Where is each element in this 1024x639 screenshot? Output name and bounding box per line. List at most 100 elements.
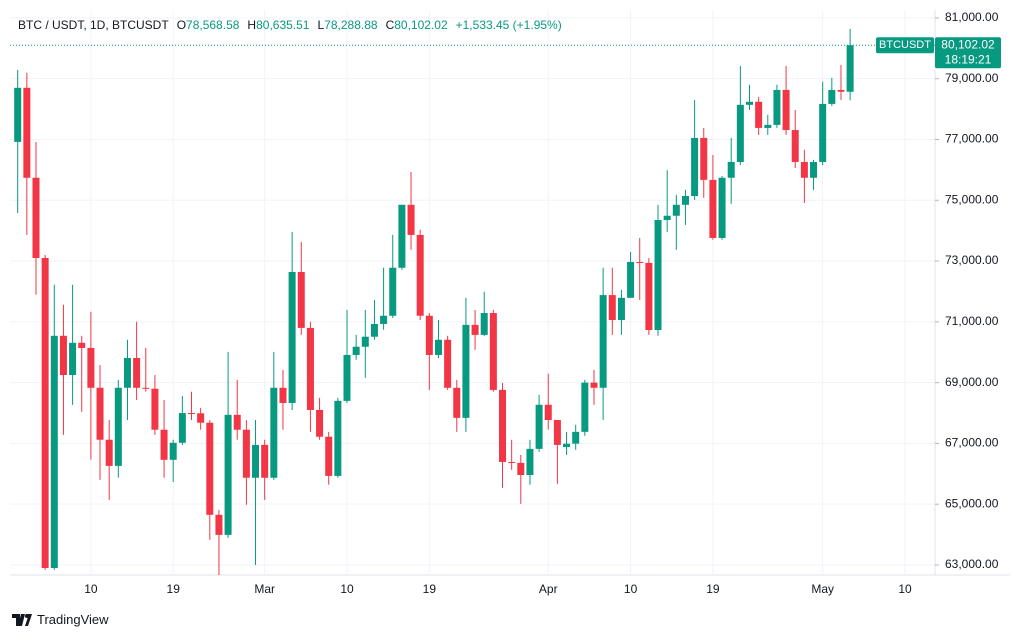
- brand: TradingView: [37, 612, 109, 627]
- x-tick-label: 10: [624, 582, 638, 596]
- candle-body: [782, 89, 790, 131]
- candle-body: [306, 327, 314, 410]
- candle-body: [416, 234, 424, 316]
- legend-header: BTC / USDT, 1D, BTCUSDT O78,568.58 H80,6…: [18, 18, 562, 32]
- value: 80,635.51: [256, 18, 310, 32]
- y-tick-label: 69,000.00: [945, 375, 999, 389]
- candle-body: [517, 462, 525, 476]
- candle-body: [837, 89, 845, 92]
- value: 78,568.58: [186, 18, 240, 32]
- candle-body: [270, 387, 278, 478]
- candle-body: [123, 357, 131, 388]
- candle-body: [188, 413, 196, 415]
- candle-body: [151, 388, 159, 430]
- candle-body: [114, 387, 122, 466]
- y-tick-label: 71,000.00: [945, 314, 999, 328]
- candle-body: [434, 339, 442, 355]
- change: +1,533.45 (+1.95%): [455, 18, 562, 32]
- x-tick-label: 10: [340, 582, 354, 596]
- candle-body: [572, 431, 580, 444]
- candle-body: [407, 204, 415, 235]
- y-tick-label: 67,000.00: [945, 436, 999, 450]
- x-tick-label: 19: [706, 582, 720, 596]
- candle-body: [288, 271, 296, 403]
- candle-body: [297, 271, 305, 328]
- candle-body: [261, 444, 269, 478]
- label: H: [247, 18, 257, 32]
- symbol-tag: BTCUSDT: [879, 39, 931, 51]
- y-tick-label: 75,000.00: [945, 192, 999, 206]
- y-tick-label: 65,000.00: [945, 496, 999, 510]
- candle-body: [370, 323, 378, 337]
- candle-body: [178, 413, 186, 443]
- countdown: 18:19:21: [945, 52, 992, 66]
- ohlc-low: L78,288.88: [317, 18, 377, 32]
- candle-body: [590, 382, 598, 388]
- x-tick-label: 19: [167, 582, 181, 596]
- candle-body: [160, 429, 168, 460]
- logo: [12, 613, 32, 626]
- candle-body: [581, 382, 589, 432]
- candle-body: [352, 346, 360, 355]
- candle-body: [718, 177, 726, 238]
- candle-body: [663, 215, 671, 221]
- candle-body: [50, 335, 58, 569]
- candle-body: [819, 103, 827, 162]
- candle-body: [444, 339, 452, 388]
- label: O: [176, 18, 187, 32]
- candle-body: [791, 130, 799, 162]
- candle-body: [462, 324, 470, 418]
- candle-body: [526, 448, 534, 476]
- candle-body: [32, 177, 40, 259]
- candle-body: [800, 161, 808, 178]
- candle-body: [471, 324, 479, 335]
- candle-body: [709, 179, 717, 238]
- candle-body: [142, 387, 150, 389]
- candle-body: [846, 45, 854, 92]
- x-tick-label: 10: [84, 582, 98, 596]
- candle-body: [343, 354, 351, 401]
- ohlc-open: O78,568.58: [177, 18, 240, 32]
- candle-body: [78, 342, 86, 348]
- candle-body: [215, 514, 223, 535]
- candle-body: [398, 204, 406, 268]
- candle-body: [489, 313, 497, 390]
- candle-body: [608, 295, 616, 321]
- candle-body: [499, 389, 507, 462]
- candle-body: [316, 409, 324, 437]
- candle-body: [553, 419, 561, 445]
- candle-body: [325, 436, 333, 476]
- candle-body: [233, 414, 241, 430]
- y-tick-label: 79,000.00: [945, 71, 999, 85]
- candle-body: [736, 104, 744, 162]
- price-tag: 80,102.02: [941, 37, 995, 51]
- candle-body: [224, 414, 232, 535]
- x-tick-label: 19: [423, 582, 437, 596]
- candle-body: [636, 261, 644, 263]
- footer: TradingView: [12, 612, 109, 627]
- symbol-tag-bg: [876, 37, 934, 54]
- candle-body: [197, 413, 205, 423]
- candle-body: [96, 387, 104, 440]
- candle-body: [627, 261, 635, 298]
- ohlc-close: C80,102.02: [386, 18, 448, 32]
- candle-body: [133, 357, 141, 388]
- label: C: [385, 18, 395, 32]
- candle-body: [389, 267, 397, 316]
- candle-body: [563, 443, 571, 448]
- candle-body: [169, 442, 177, 460]
- candle-body: [810, 161, 818, 178]
- candle-body: [380, 315, 388, 324]
- candle-body: [645, 262, 653, 331]
- y-tick-label: 77,000.00: [945, 132, 999, 146]
- candle-body: [700, 137, 708, 180]
- candle-body: [544, 404, 552, 420]
- candle-body: [480, 313, 488, 335]
- y-tick-label: 73,000.00: [945, 253, 999, 267]
- candle-body: [361, 336, 369, 347]
- price-tag-bg: [935, 37, 1001, 69]
- candle-body: [599, 295, 607, 388]
- candle-body: [764, 124, 772, 128]
